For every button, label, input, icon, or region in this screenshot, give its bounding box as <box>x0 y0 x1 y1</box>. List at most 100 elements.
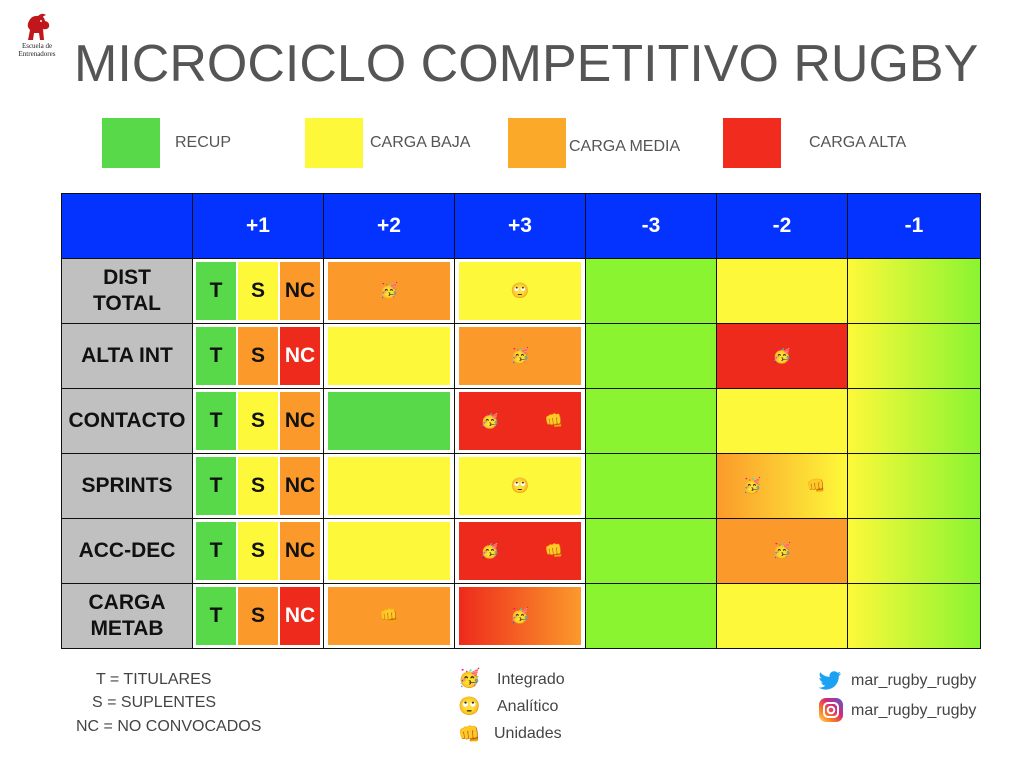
squad-nc-cell: NC <box>280 262 320 320</box>
column-header: -3 <box>586 194 717 258</box>
instagram-icon[interactable] <box>818 697 844 723</box>
load-cell: 🙄 <box>455 453 586 518</box>
load-cell <box>848 388 980 453</box>
logo: Escuela de Entrenadores <box>14 12 60 58</box>
row-label: ALTA INT <box>62 323 193 388</box>
icon-legend-label: Integrado <box>497 671 565 688</box>
plus1-cell: T S NC <box>193 258 324 323</box>
unidades-icon: 👊 <box>544 542 564 560</box>
squad-s-cell: S <box>238 522 278 580</box>
row-label: DIST TOTAL <box>62 258 193 323</box>
lion-logo-icon <box>27 13 50 40</box>
squad-t-cell: T <box>196 327 236 385</box>
abbreviation-note: T = TITULARES <box>96 671 212 688</box>
load-cell <box>848 323 980 388</box>
microcycle-table: +1 +2 +3 -3 -2 -1 DIST TOTAL T S NC 🥳 🙄 ALTA INT T S NC… <box>61 193 981 649</box>
integrado-icon: 🥳 <box>480 542 500 560</box>
legend-swatch <box>723 118 781 168</box>
unidades-icon: 👊 <box>458 724 481 744</box>
icon-legend-label: Analítico <box>497 698 559 715</box>
squad-nc-cell: NC <box>280 587 320 645</box>
row-label: ACC-DEC <box>62 518 193 583</box>
load-cell: 👊 <box>324 583 455 648</box>
plus1-cell: T S NC <box>193 323 324 388</box>
squad-nc-cell: NC <box>280 327 320 385</box>
logo-text-line1: Escuela de <box>21 42 53 50</box>
integrado-icon: 🥳 <box>458 668 481 688</box>
load-cell <box>848 518 980 583</box>
load-cell <box>848 258 980 323</box>
row-label: CONTACTO <box>62 388 193 453</box>
load-cell <box>586 518 717 583</box>
column-header <box>62 194 193 258</box>
load-cell <box>586 388 717 453</box>
load-cell <box>324 518 455 583</box>
load-cell <box>586 323 717 388</box>
row-label: SPRINTS <box>62 453 193 518</box>
instagram-handle[interactable]: mar_rugby_rugby <box>851 702 977 719</box>
squad-t-cell: T <box>196 457 236 515</box>
legend-label: CARGA MEDIA <box>569 138 681 155</box>
row-label: CARGA METAB <box>62 583 193 648</box>
load-cell <box>586 583 717 648</box>
squad-t-cell: T <box>196 522 236 580</box>
analitico-icon: 🙄 <box>458 696 481 716</box>
plus1-cell: T S NC <box>193 583 324 648</box>
squad-t-cell: T <box>196 587 236 645</box>
legend-swatch <box>508 118 566 168</box>
load-cell: 🥳 👊 <box>455 388 586 453</box>
integrado-icon: 🥳 <box>480 412 500 430</box>
icon-legend-label: Unidades <box>494 725 562 742</box>
twitter-handle[interactable]: mar_rugby_rugby <box>851 672 977 689</box>
abbreviation-note: NC = NO CONVOCADOS <box>76 718 262 735</box>
legend-label: RECUP <box>175 134 232 151</box>
column-header: +3 <box>455 194 586 258</box>
squad-s-cell: S <box>238 262 278 320</box>
page-title: MICROCICLO COMPETITIVO RUGBY <box>74 35 979 93</box>
abbreviation-note: S = SUPLENTES <box>92 694 217 711</box>
integrado-icon: 🥳 <box>510 607 530 625</box>
load-cell: 🥳 <box>717 323 848 388</box>
analitico-icon: 🙄 <box>510 477 530 495</box>
load-cell: 🥳 👊 <box>455 518 586 583</box>
plus1-cell: T S NC <box>193 453 324 518</box>
squad-s-cell: S <box>238 392 278 450</box>
load-cell: 🙄 <box>455 258 586 323</box>
load-cell <box>717 388 848 453</box>
load-cell <box>586 258 717 323</box>
load-cell <box>848 453 980 518</box>
unidades-icon: 👊 <box>379 607 399 625</box>
twitter-icon[interactable] <box>818 671 842 691</box>
load-cell: 🥳 <box>717 518 848 583</box>
squad-t-cell: T <box>196 262 236 320</box>
squad-nc-cell: NC <box>280 522 320 580</box>
legend-swatch <box>305 118 363 168</box>
load-cell <box>324 323 455 388</box>
plus1-cell: T S NC <box>193 518 324 583</box>
load-cell <box>586 453 717 518</box>
unidades-icon: 👊 <box>544 412 564 430</box>
column-header: -2 <box>717 194 848 258</box>
integrado-icon: 🥳 <box>772 347 792 365</box>
integrado-icon: 🥳 <box>742 477 762 495</box>
load-cell: 🥳 <box>455 323 586 388</box>
load-cell: 🥳 👊 <box>717 453 848 518</box>
column-header: +2 <box>324 194 455 258</box>
unidades-icon: 👊 <box>806 477 826 495</box>
load-cell: 🥳 <box>455 583 586 648</box>
load-cell <box>717 583 848 648</box>
load-cell <box>717 258 848 323</box>
load-cell <box>324 388 455 453</box>
integrado-icon: 🥳 <box>379 282 399 300</box>
legend-label: CARGA BAJA <box>370 134 471 151</box>
column-header: -1 <box>848 194 980 258</box>
squad-nc-cell: NC <box>280 392 320 450</box>
squad-s-cell: S <box>238 457 278 515</box>
legend-swatch <box>102 118 160 168</box>
plus1-cell: T S NC <box>193 388 324 453</box>
load-cell <box>848 583 980 648</box>
squad-t-cell: T <box>196 392 236 450</box>
column-header: +1 <box>193 194 324 258</box>
load-cell <box>324 453 455 518</box>
integrado-icon: 🥳 <box>510 347 530 365</box>
